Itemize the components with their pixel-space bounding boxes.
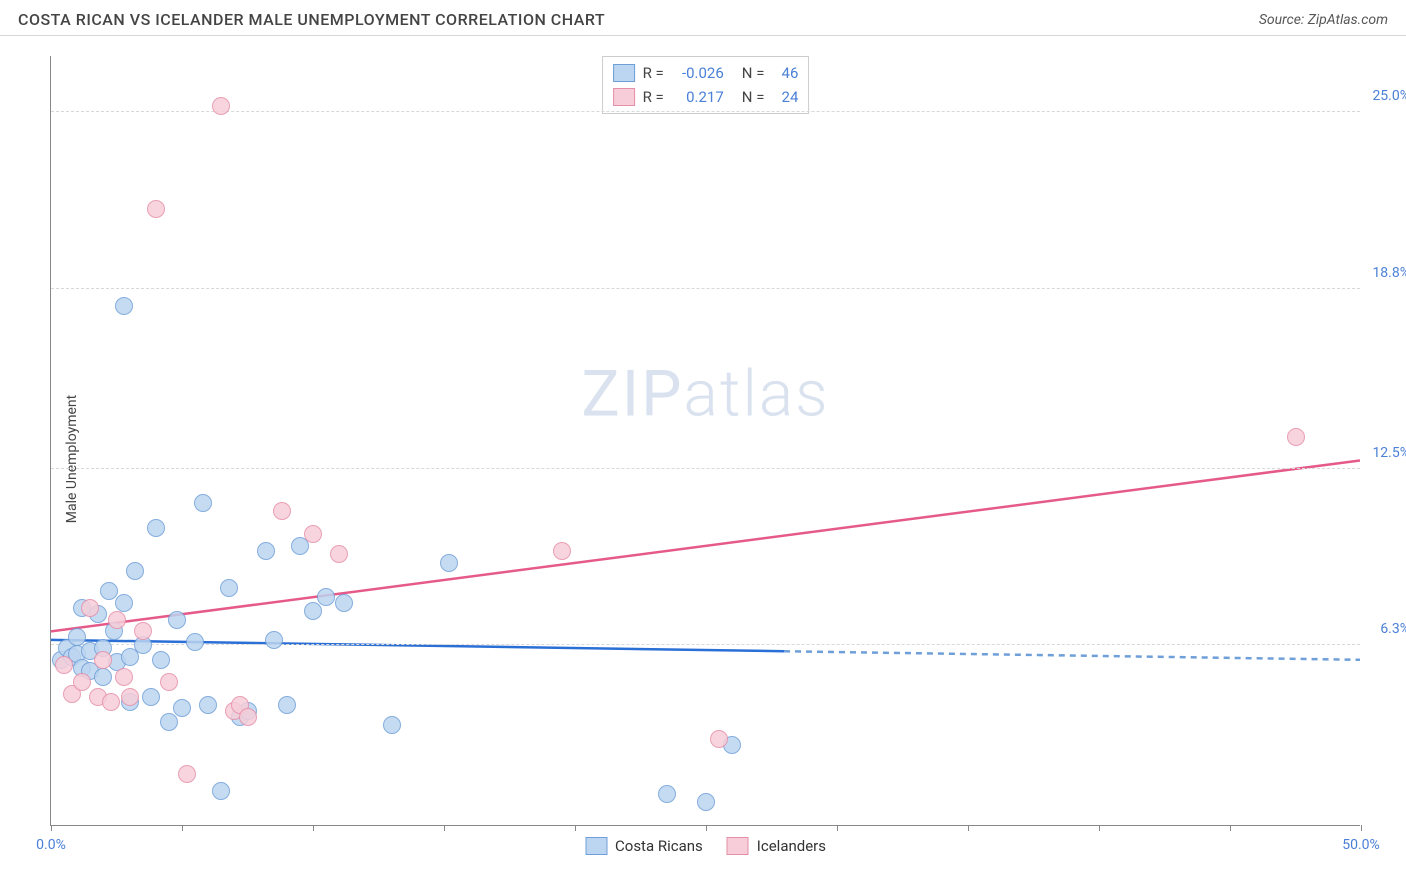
data-point [152, 651, 170, 669]
data-point [81, 599, 99, 617]
x-tick-label: 0.0% [36, 837, 66, 853]
data-point [94, 651, 112, 669]
legend-item: Icelanders [727, 837, 826, 855]
data-point [160, 713, 178, 731]
data-point [173, 699, 191, 717]
legend: Costa Ricans Icelanders [585, 837, 826, 855]
gridline [51, 288, 1360, 289]
data-point [330, 545, 348, 563]
legend-item: Costa Ricans [585, 837, 703, 855]
x-tick [1361, 825, 1362, 831]
stat-n-label: N = [742, 88, 765, 106]
data-point [658, 785, 676, 803]
y-tick-label: 6.3% [1364, 621, 1406, 637]
data-point [212, 782, 230, 800]
x-tick [575, 825, 576, 831]
data-point [100, 582, 118, 600]
data-point [697, 793, 715, 811]
data-point [278, 696, 296, 714]
data-point [553, 542, 571, 560]
gridline [51, 111, 1360, 112]
x-tick [51, 825, 52, 831]
x-tick [706, 825, 707, 831]
chart-source: Source: ZipAtlas.com [1259, 12, 1388, 28]
stat-n-value: 46 [772, 64, 798, 82]
stat-swatch [613, 64, 635, 82]
y-tick-label: 12.5% [1364, 445, 1406, 461]
data-point [257, 542, 275, 560]
x-tick [837, 825, 838, 831]
data-point [168, 611, 186, 629]
watermark: ZIPatlas [581, 357, 829, 432]
data-point [1287, 428, 1305, 446]
data-point [115, 594, 133, 612]
data-point [115, 297, 133, 315]
data-point [160, 673, 178, 691]
data-point [317, 588, 335, 606]
chart-title: COSTA RICAN VS ICELANDER MALE UNEMPLOYME… [18, 10, 605, 29]
x-tick [1230, 825, 1231, 831]
stat-r-label: R = [643, 64, 664, 82]
stat-r-value: 0.217 [672, 88, 724, 106]
stat-row: R = -0.026 N = 46 [613, 61, 799, 85]
data-point [102, 693, 120, 711]
data-point [178, 765, 196, 783]
stats-box: R = -0.026 N = 46 R = 0.217 N = 24 [602, 56, 810, 114]
x-tick [313, 825, 314, 831]
data-point [194, 494, 212, 512]
data-point [121, 688, 139, 706]
x-tick [1099, 825, 1100, 831]
data-point [273, 502, 291, 520]
data-point [212, 97, 230, 115]
plot-region: ZIPatlas R =-0.026N =46R =0.217N =24 Cos… [50, 56, 1360, 826]
y-tick-label: 18.8% [1364, 265, 1406, 281]
legend-label: Costa Ricans [615, 837, 703, 855]
data-point [55, 656, 73, 674]
data-point [199, 696, 217, 714]
data-point [383, 716, 401, 734]
data-point [147, 200, 165, 218]
data-point [220, 579, 238, 597]
data-point [108, 611, 126, 629]
data-point [186, 633, 204, 651]
gridline [51, 644, 1360, 645]
stat-row: R = 0.217 N = 24 [613, 85, 799, 109]
data-point [126, 562, 144, 580]
legend-swatch [585, 837, 607, 855]
x-tick [182, 825, 183, 831]
x-tick [968, 825, 969, 831]
data-point [147, 519, 165, 537]
data-point [73, 673, 91, 691]
data-point [440, 554, 458, 572]
y-tick-label: 25.0% [1364, 88, 1406, 104]
stat-r-value: -0.026 [672, 64, 724, 82]
legend-label: Icelanders [757, 837, 826, 855]
data-point [304, 525, 322, 543]
data-point [239, 708, 257, 726]
data-point [265, 631, 283, 649]
chart-header: COSTA RICAN VS ICELANDER MALE UNEMPLOYME… [0, 0, 1406, 36]
data-point [94, 668, 112, 686]
data-point [115, 668, 133, 686]
watermark-atlas: atlas [684, 357, 830, 432]
data-point [68, 628, 86, 646]
x-tick-label: 50.0% [1342, 837, 1380, 853]
legend-swatch [727, 837, 749, 855]
stat-n-value: 24 [772, 88, 798, 106]
data-point [710, 730, 728, 748]
data-point [335, 594, 353, 612]
gridline [51, 468, 1360, 469]
data-point [304, 602, 322, 620]
data-point [142, 688, 160, 706]
stat-r-label: R = [643, 88, 664, 106]
stat-swatch [613, 88, 635, 106]
stat-n-label: N = [742, 64, 765, 82]
data-point [134, 622, 152, 640]
chart-area: Male Unemployment ZIPatlas R =-0.026N =4… [0, 36, 1406, 881]
x-tick [444, 825, 445, 831]
watermark-zip: ZIP [581, 357, 683, 432]
